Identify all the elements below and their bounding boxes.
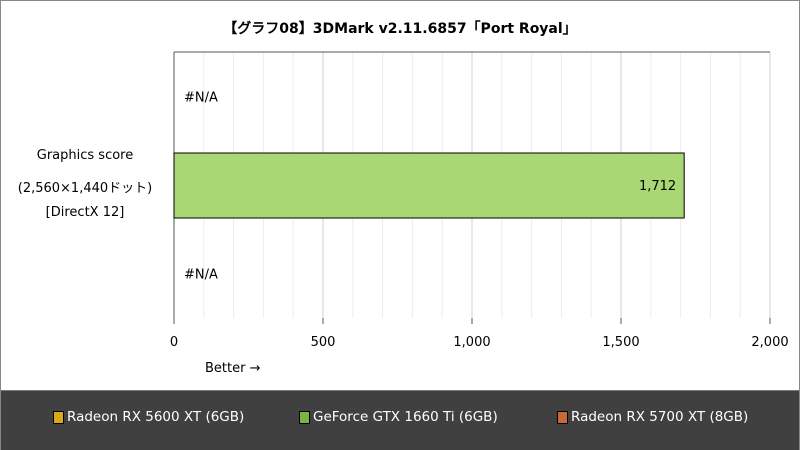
x-tick-label: 1,000 xyxy=(453,335,490,350)
legend-swatch xyxy=(557,410,568,424)
legend-label: GeForce GTX 1660 Ti (6GB) xyxy=(313,409,498,425)
x-axis-label: Better → xyxy=(205,361,261,376)
x-tick-label: 500 xyxy=(311,335,336,350)
chart-title: 【グラフ08】3DMark v2.11.6857「Port Royal」 xyxy=(223,21,577,37)
na-label: #N/A xyxy=(184,90,218,105)
x-tick-label: 1,500 xyxy=(602,335,639,350)
legend-swatch xyxy=(299,410,310,424)
bar xyxy=(173,152,685,219)
data-label: 1,712 xyxy=(639,179,676,194)
category-label-line1: Graphics score xyxy=(36,148,134,163)
category-label-line2: (2,560×1,440ドット) xyxy=(17,181,153,196)
legend: Radeon RX 5600 XT (6GB) GeForce GTX 1660… xyxy=(1,390,799,450)
legend-swatch xyxy=(53,410,64,424)
legend-item: Radeon RX 5600 XT (6GB) xyxy=(53,409,244,425)
legend-label: Radeon RX 5700 XT (8GB) xyxy=(571,409,749,425)
legend-label: Radeon RX 5600 XT (6GB) xyxy=(67,409,245,425)
na-label: #N/A xyxy=(184,268,218,283)
legend-item: GeForce GTX 1660 Ti (6GB) xyxy=(299,409,498,425)
legend-item: Radeon RX 5700 XT (8GB) xyxy=(557,409,748,425)
x-tick-label: 0 xyxy=(170,335,178,350)
x-tick-label: 2,000 xyxy=(751,335,788,350)
category-label-line3: [DirectX 12] xyxy=(45,205,125,220)
plot-area: 0 500 1,000 1,500 2,000 Better → #N/A 1,712 #N/A xyxy=(170,51,789,376)
